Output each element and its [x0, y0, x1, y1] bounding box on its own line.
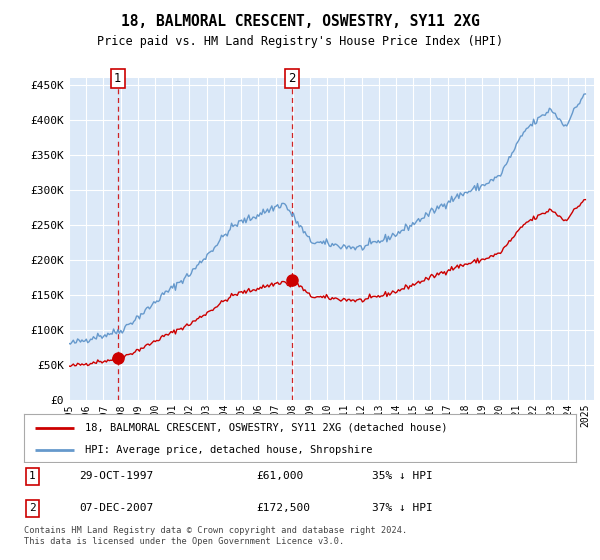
Text: 1: 1: [114, 72, 122, 85]
Text: 1: 1: [29, 472, 35, 482]
Text: £61,000: £61,000: [256, 472, 303, 482]
Text: 2: 2: [29, 503, 35, 514]
Text: Price paid vs. HM Land Registry's House Price Index (HPI): Price paid vs. HM Land Registry's House …: [97, 35, 503, 48]
Text: HPI: Average price, detached house, Shropshire: HPI: Average price, detached house, Shro…: [85, 445, 372, 455]
Text: 07-DEC-2007: 07-DEC-2007: [79, 503, 154, 514]
Text: 29-OCT-1997: 29-OCT-1997: [79, 472, 154, 482]
Text: 18, BALMORAL CRESCENT, OSWESTRY, SY11 2XG: 18, BALMORAL CRESCENT, OSWESTRY, SY11 2X…: [121, 14, 479, 29]
Text: 2: 2: [288, 72, 296, 85]
Text: 35% ↓ HPI: 35% ↓ HPI: [372, 472, 433, 482]
Text: 37% ↓ HPI: 37% ↓ HPI: [372, 503, 433, 514]
Text: Contains HM Land Registry data © Crown copyright and database right 2024.
This d: Contains HM Land Registry data © Crown c…: [24, 526, 407, 546]
Text: 18, BALMORAL CRESCENT, OSWESTRY, SY11 2XG (detached house): 18, BALMORAL CRESCENT, OSWESTRY, SY11 2X…: [85, 423, 447, 433]
Text: £172,500: £172,500: [256, 503, 310, 514]
